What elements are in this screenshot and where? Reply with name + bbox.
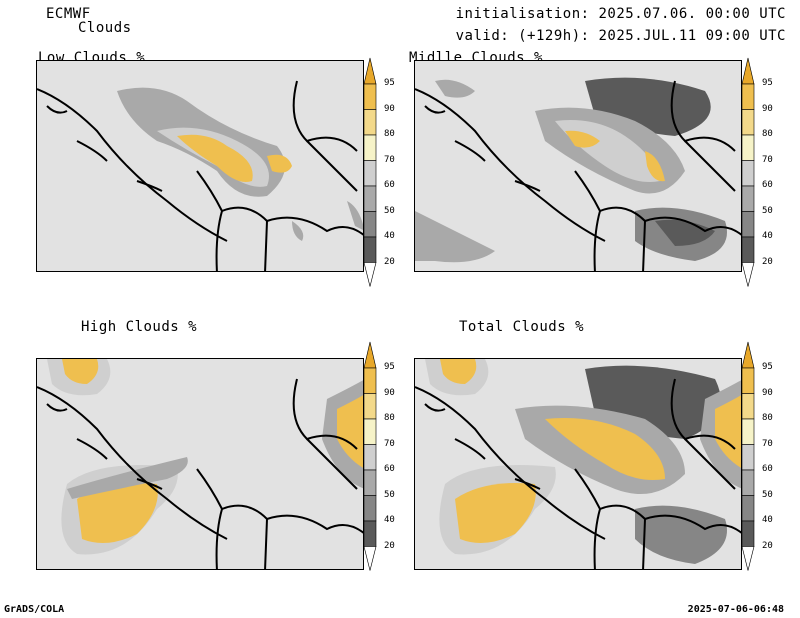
colorbar-tick-label: 60 xyxy=(762,464,773,474)
colorbar-tick-label: 50 xyxy=(762,489,773,500)
middle-clouds-map xyxy=(415,77,741,271)
colorbar-tick-label: 70 xyxy=(384,154,395,165)
product-label: Clouds xyxy=(78,20,132,36)
colorbar-top-arrow xyxy=(741,57,755,85)
colorbar-segment xyxy=(741,367,755,394)
footer-timestamp-label: 2025-07-06-06:48 xyxy=(687,604,784,615)
colorbar-tick-label: 70 xyxy=(384,438,395,449)
valid-time-label: valid: (+129h): 2025.JUL.11 09:00 UTC xyxy=(455,28,786,44)
colorbar-bottom-arrow xyxy=(741,262,755,287)
colorbar-segment xyxy=(363,469,377,496)
colorbar-segment xyxy=(363,109,377,136)
colorbar-segment xyxy=(741,495,755,522)
colorbar-graphic xyxy=(363,341,377,571)
map-panel-middle-clouds xyxy=(414,60,742,272)
colorbar-tick-label: 20 xyxy=(762,540,773,551)
colorbar-tick-label: 50 xyxy=(384,205,395,216)
colorbar-segment xyxy=(741,185,755,212)
colorbar-tick-label: 80 xyxy=(384,413,395,423)
colorbar-tick-label: 20 xyxy=(384,540,395,551)
colorbar-segment xyxy=(363,134,377,161)
colorbar-tick-label: 95 xyxy=(762,78,773,88)
panel-title-total: Total Clouds % xyxy=(459,319,585,335)
colorbar-tick-label: 90 xyxy=(384,387,395,398)
colorbar-segment xyxy=(363,444,377,471)
colorbar-segment xyxy=(741,109,755,136)
colorbar-segment xyxy=(741,211,755,238)
colorbar-segment xyxy=(363,236,377,263)
colorbar-tick-label: 90 xyxy=(762,103,773,114)
colorbar-segment xyxy=(363,160,377,187)
colorbar-segment xyxy=(741,83,755,110)
colorbar-tick-label: 80 xyxy=(762,129,773,139)
init-time-label: initialisation: 2025.07.06. 00:00 UTC xyxy=(455,6,786,22)
colorbar-graphic xyxy=(741,57,755,287)
colorbar-tick-label: 70 xyxy=(762,438,773,449)
map-panel-low-clouds xyxy=(36,60,364,272)
colorbar-segment xyxy=(363,211,377,238)
colorbar-segment xyxy=(363,520,377,547)
colorbar-segment xyxy=(363,83,377,110)
colorbar-segment xyxy=(363,495,377,522)
colorbar-tick-label: 95 xyxy=(384,362,395,372)
colorbar-segment xyxy=(363,393,377,420)
map-panel-total-clouds xyxy=(414,358,742,570)
colorbar-tick-label: 60 xyxy=(762,180,773,190)
colorbar-segment xyxy=(741,520,755,547)
colorbar-tick-label: 50 xyxy=(762,205,773,216)
colorbar-tick-label: 70 xyxy=(762,154,773,165)
colorbar-tick-label: 40 xyxy=(384,515,395,525)
colorbar-segment xyxy=(741,469,755,496)
colorbar-tick-label: 40 xyxy=(762,515,773,525)
map-panel-high-clouds xyxy=(36,358,364,570)
colorbar-tick-label: 40 xyxy=(384,231,395,241)
colorbar-tick-label: 80 xyxy=(762,413,773,423)
colorbar-bottom-left: 95 90 80 70 60 50 40 20 xyxy=(363,341,404,576)
colorbar-top-right: 95 90 80 70 60 50 40 20 xyxy=(741,57,782,292)
colorbar-bottom-right: 95 90 80 70 60 50 40 20 xyxy=(741,341,782,576)
colorbar-tick-label: 95 xyxy=(384,78,395,88)
colorbar-top-left: 95 90 80 70 60 50 40 20 xyxy=(363,57,404,292)
colorbar-graphic xyxy=(741,341,755,571)
footer-software-label: GrADS/COLA xyxy=(4,604,65,615)
colorbar-segment xyxy=(741,134,755,161)
model-label: ECMWF xyxy=(46,6,91,22)
panel-title-high: High Clouds % xyxy=(81,319,198,335)
total-clouds-map xyxy=(415,359,741,569)
high-clouds-map xyxy=(37,359,363,569)
colorbar-segment xyxy=(741,418,755,445)
colorbar-top-arrow xyxy=(363,341,377,369)
colorbar-tick-label: 60 xyxy=(384,464,395,474)
colorbar-graphic xyxy=(363,57,377,287)
colorbar-segment xyxy=(363,185,377,212)
colorbar-tick-label: 80 xyxy=(384,129,395,139)
colorbar-bottom-arrow xyxy=(363,262,377,287)
colorbar-segment xyxy=(741,444,755,471)
colorbar-top-arrow xyxy=(363,57,377,85)
colorbar-tick-label: 60 xyxy=(384,180,395,190)
colorbar-segment xyxy=(741,160,755,187)
colorbar-tick-label: 20 xyxy=(762,256,773,267)
colorbar-tick-label: 50 xyxy=(384,489,395,500)
colorbar-segment xyxy=(741,236,755,263)
colorbar-segment xyxy=(363,418,377,445)
colorbar-tick-label: 90 xyxy=(384,103,395,114)
colorbar-tick-label: 40 xyxy=(762,231,773,241)
colorbar-segment xyxy=(363,367,377,394)
colorbar-bottom-arrow xyxy=(741,546,755,571)
colorbar-top-arrow xyxy=(741,341,755,369)
low-clouds-map xyxy=(37,80,363,271)
colorbar-tick-label: 90 xyxy=(762,387,773,398)
colorbar-segment xyxy=(741,393,755,420)
colorbar-bottom-arrow xyxy=(363,546,377,571)
colorbar-tick-label: 95 xyxy=(762,362,773,372)
colorbar-tick-label: 20 xyxy=(384,256,395,267)
